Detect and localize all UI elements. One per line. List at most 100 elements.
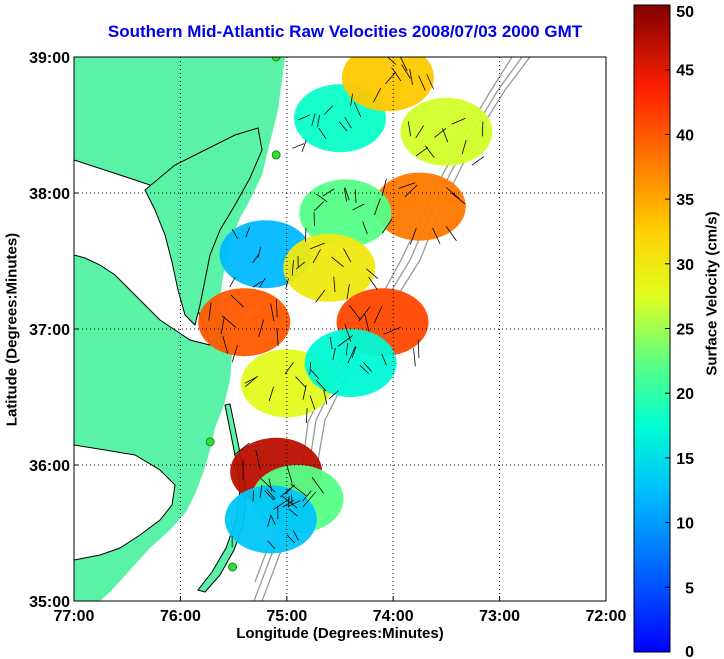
colorbar-tick-label: 40 [676, 127, 694, 144]
velocity-arrow [302, 490, 312, 502]
velocity-arrow [280, 487, 291, 498]
velocity-arrow [286, 464, 293, 484]
velocity-arrow [270, 514, 276, 526]
x-axis-label: Longitude (Degrees:Minutes) [236, 625, 444, 642]
velocity-patch [198, 288, 291, 357]
y-axis-ticks: 39:00 38:00 37:00 36:00 35:00 [29, 50, 79, 611]
velocity-arrow [284, 361, 294, 375]
colorbar-tick-label: 25 [676, 322, 694, 339]
velocity-arrow [316, 114, 320, 128]
chart-title: Southern Mid-Atlantic Raw Velocities 200… [107, 22, 583, 41]
velocity-arrow [404, 184, 418, 198]
velocity-arrow [244, 376, 257, 387]
velocity-arrow [343, 188, 347, 202]
y-axis-label: Latitude (Degrees:Minutes) [3, 232, 21, 427]
velocity-arrow [291, 260, 294, 276]
velocity-patch [299, 179, 392, 248]
velocity-arrow [310, 242, 325, 250]
velocity-arrow [268, 478, 273, 492]
station-marker [271, 150, 281, 160]
velocity-patch [283, 233, 376, 302]
velocity-arrow [344, 324, 352, 342]
velocity-arrow [338, 121, 348, 132]
velocity-arrow [257, 246, 262, 258]
velocity-arrow [244, 375, 259, 384]
velocity-field [198, 57, 493, 554]
x-tick-label: 77:00 [54, 608, 95, 625]
y-tick-label: 39:00 [29, 50, 70, 67]
velocity-arrow [311, 113, 316, 126]
colorbar-label: Surface Velocity (cm/s) [703, 211, 721, 376]
velocity-arrow [418, 75, 426, 91]
velocity-arrow [275, 299, 278, 318]
station-markers [205, 57, 281, 572]
velocity-arrow [310, 369, 320, 380]
velocity-arrow [295, 261, 305, 270]
colorbar-tick-label: 45 [676, 63, 694, 80]
x-axis-ticks: 77:00 76:00 75:00 74:00 73:00 72:00 [54, 596, 627, 625]
y-tick-label: 38:00 [29, 186, 70, 203]
velocity-arrow [233, 442, 250, 456]
velocity-arrow [328, 390, 339, 400]
velocity-arrow [451, 192, 466, 205]
velocity-arrow [313, 201, 325, 212]
velocity-arrow [276, 327, 279, 346]
velocity-arrow [267, 540, 276, 550]
x-tick-label: 73:00 [479, 608, 520, 625]
velocity-arrow [318, 127, 327, 139]
velocity-arrow [264, 490, 275, 501]
velocity-arrow [349, 305, 361, 321]
grid-lines [74, 57, 606, 601]
velocity-arrow [267, 515, 271, 528]
velocity-arrow [208, 302, 212, 321]
colorbar-tick-label: 30 [676, 257, 694, 274]
colorbar-ticks: 0 5 10 15 20 25 30 35 40 45 50 [665, 4, 694, 659]
velocity-arrow [309, 395, 316, 410]
velocity-arrow [268, 386, 275, 402]
velocity-arrow [461, 139, 467, 155]
velocity-arrow [346, 284, 350, 300]
velocity-arrow [231, 228, 239, 239]
velocity-arrow [400, 57, 408, 72]
velocity-arrow [323, 389, 328, 405]
velocity-arrow [329, 336, 333, 350]
velocity-arrow [353, 101, 362, 118]
colorbar-tick-label: 10 [676, 516, 694, 533]
velocity-arrow [344, 187, 350, 201]
velocity-arrow [381, 353, 387, 366]
velocity-arrow [365, 268, 379, 279]
velocity-arrow [259, 484, 263, 499]
velocity-arrow [364, 313, 370, 332]
velocity-arrow [316, 193, 328, 203]
velocity-patch [373, 172, 466, 241]
pamlico-sound [74, 444, 176, 561]
velocity-arrow [281, 495, 298, 509]
velocity-arrow [221, 315, 237, 328]
velocity-arrow [350, 93, 353, 107]
y-tick-label: 37:00 [29, 322, 70, 339]
velocity-arrow [304, 228, 307, 242]
x-tick-label: 72:00 [586, 608, 627, 625]
velocity-arrow [306, 408, 308, 424]
velocity-arrow [345, 343, 349, 356]
velocity-arrow [292, 530, 299, 541]
velocity-arrow [229, 277, 236, 288]
velocity-arrow [285, 278, 289, 289]
velocity-arrow [413, 348, 416, 367]
velocity-arrow [347, 346, 356, 364]
velocity-arrow [383, 326, 401, 335]
velocity-arrow [373, 87, 382, 103]
velocity-arrow [301, 140, 307, 153]
velocity-arrows [208, 57, 485, 550]
velocity-arrow [398, 182, 416, 189]
velocity-patch [304, 329, 397, 397]
velocity-arrow [333, 276, 336, 293]
velocity-arrow [231, 344, 238, 363]
y-tick-label: 35:00 [29, 594, 70, 611]
velocity-arrow [426, 74, 434, 90]
velocity-arrow [222, 336, 229, 354]
velocity-arrow [252, 280, 263, 288]
velocity-arrow [292, 143, 305, 149]
velocity-arrow [284, 484, 295, 495]
